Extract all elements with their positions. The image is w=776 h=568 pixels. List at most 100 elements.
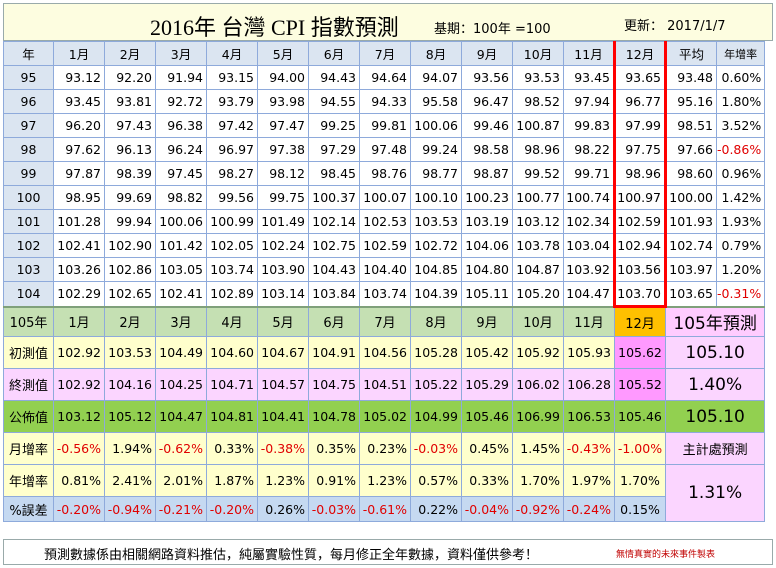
published-value-cell: 104.81 xyxy=(206,400,258,433)
header-month: 1月 xyxy=(53,41,105,66)
year-cell: 97 xyxy=(3,113,54,138)
cpi-value-cell: 102.90 xyxy=(104,233,156,258)
error-value-cell: -0.61% xyxy=(359,496,411,522)
table-row: 101 101.28 99.94 100.06 100.99 101.49 102.14 10… xyxy=(3,209,766,234)
cpi-value-cell: 99.81 xyxy=(359,113,411,138)
year-cell: 96 xyxy=(3,89,54,114)
annual-value-cell: 2.01% xyxy=(155,464,207,497)
cpi-value-cell: 104.43 xyxy=(308,257,360,282)
cpi-value-cell: 100.37 xyxy=(308,185,360,210)
cpi-value-cell: 99.46 xyxy=(461,113,513,138)
year-cell: 101 xyxy=(3,209,54,234)
annual-value-cell: 1.70% xyxy=(512,464,564,497)
error-row: %誤差 -0.20% -0.94% -0.21% -0.20% 0.26% -0.03% -0… xyxy=(3,496,765,522)
forecast-month-header: 11月 xyxy=(563,305,615,337)
footer-disclaimer: 預測數據係由相關網路資料推估，純屬實驗性質，每月修正全年數據，資料僅供參考！ 無… xyxy=(3,539,773,565)
cpi-value-cell: 100.06 xyxy=(410,113,462,138)
initial-value-cell: 105.42 xyxy=(461,336,513,369)
monthly-value-cell: -0.62% xyxy=(155,432,207,465)
cpi-value-cell: 103.74 xyxy=(359,281,411,307)
avg-cell: 97.66 xyxy=(665,137,717,162)
footer-note: 無情真實的未來事件製表 xyxy=(616,550,716,560)
initial-value-cell: 103.53 xyxy=(104,336,156,369)
cpi-value-cell: 103.14 xyxy=(257,281,309,307)
monthly-summary: 主計處預測 xyxy=(664,432,766,465)
cpi-value-cell: 102.65 xyxy=(104,281,156,307)
cpi-value-cell: 100.07 xyxy=(359,185,411,210)
cpi-value-cell: 102.24 xyxy=(257,233,309,258)
cpi-value-cell: 97.29 xyxy=(308,137,360,162)
cpi-value-cell: 98.52 xyxy=(512,89,564,114)
cpi-value-cell: 100.87 xyxy=(512,113,564,138)
published-value-cell: 103.12 xyxy=(53,400,105,433)
cpi-value-cell: 93.15 xyxy=(206,65,258,90)
error-value-cell: 0.15% xyxy=(614,496,666,522)
cpi-value-cell: 97.75 xyxy=(613,137,667,162)
cpi-value-cell: 98.22 xyxy=(563,137,615,162)
cpi-value-cell: 93.45 xyxy=(53,89,105,114)
cpi-value-cell: 96.13 xyxy=(104,137,156,162)
header-avg: 平均 xyxy=(665,41,717,66)
annual-value-cell: 0.33% xyxy=(461,464,513,497)
cpi-value-cell: 96.38 xyxy=(155,113,207,138)
cpi-value-cell: 103.92 xyxy=(563,257,615,282)
header-month: 10月 xyxy=(512,41,564,66)
final-value-cell: 104.51 xyxy=(359,368,411,401)
table-row: 103 103.26 102.86 103.05 103.74 103.90 104.43 1… xyxy=(3,257,766,282)
table-row: 104 102.29 102.65 102.41 102.89 103.14 103.84 1… xyxy=(3,281,766,308)
avg-cell: 103.65 xyxy=(665,281,717,307)
cpi-value-cell: 97.99 xyxy=(613,113,667,138)
cpi-value-cell: 102.05 xyxy=(206,233,258,258)
published-value-cell: 104.99 xyxy=(410,400,462,433)
forecast-month-header: 1月 xyxy=(53,305,105,337)
final-value-cell: 106.02 xyxy=(512,368,564,401)
monthly-value-cell: -1.00% xyxy=(614,432,666,465)
forecast-month-header: 8月 xyxy=(410,305,462,337)
yoy-cell: 0.96% xyxy=(715,161,766,186)
header-month: 4月 xyxy=(206,41,258,66)
monthly-label: 月增率 xyxy=(3,432,54,465)
final-value-cell: 104.25 xyxy=(155,368,207,401)
cpi-value-cell: 98.96 xyxy=(613,161,667,186)
cpi-value-cell: 98.27 xyxy=(206,161,258,186)
cpi-value-cell: 97.62 xyxy=(53,137,105,162)
cpi-value-cell: 103.12 xyxy=(512,209,564,234)
monthly-value-cell: -0.38% xyxy=(257,432,309,465)
cpi-value-cell: 96.97 xyxy=(206,137,258,162)
cpi-value-cell: 104.40 xyxy=(359,257,411,282)
monthly-value-cell: 1.94% xyxy=(104,432,156,465)
header-month: 5月 xyxy=(257,41,309,66)
cpi-value-cell: 101.49 xyxy=(257,209,309,234)
monthly-value-cell: 0.35% xyxy=(308,432,360,465)
table-row: 97 96.20 97.43 96.38 97.42 97.47 99.25 99.81 100… xyxy=(3,113,766,138)
cpi-value-cell: 96.24 xyxy=(155,137,207,162)
error-value-cell: -0.20% xyxy=(206,496,258,522)
published-value-cell: 105.02 xyxy=(359,400,411,433)
cpi-table: 年 1月 2月 3月 4月 5月 6月 7月 8月 9月 10月 11月 12月 平均 年增率 95 93.12… xyxy=(3,41,766,522)
cpi-value-cell: 102.53 xyxy=(359,209,411,234)
error-value-cell: 0.22% xyxy=(410,496,462,522)
cpi-value-cell: 103.70 xyxy=(613,281,667,308)
cpi-value-cell: 104.85 xyxy=(410,257,462,282)
cpi-value-cell: 97.42 xyxy=(206,113,258,138)
cpi-value-cell: 105.20 xyxy=(512,281,564,307)
avg-cell: 98.60 xyxy=(665,161,717,186)
error-label: %誤差 xyxy=(3,496,54,522)
year-cell: 104 xyxy=(3,281,54,307)
cpi-value-cell: 96.47 xyxy=(461,89,513,114)
annual-value-cell: 1.97% xyxy=(563,464,615,497)
cpi-value-cell: 94.33 xyxy=(359,89,411,114)
avg-cell: 101.93 xyxy=(665,209,717,234)
annual-value-cell: 1.87% xyxy=(206,464,258,497)
initial-value-cell: 104.56 xyxy=(359,336,411,369)
forecast-month-header: 3月 xyxy=(155,305,207,337)
year-cell: 100 xyxy=(3,185,54,210)
final-value-cell: 105.52 xyxy=(614,368,666,401)
monthly-value-cell: 0.45% xyxy=(461,432,513,465)
cpi-value-cell: 97.38 xyxy=(257,137,309,162)
cpi-value-cell: 100.23 xyxy=(461,185,513,210)
initial-label: 初測值 xyxy=(3,336,54,369)
cpi-value-cell: 96.20 xyxy=(53,113,105,138)
table-row: 100 98.95 99.69 98.82 99.56 99.75 100.37 100.07… xyxy=(3,185,766,210)
error-value-cell: -0.92% xyxy=(512,496,564,522)
